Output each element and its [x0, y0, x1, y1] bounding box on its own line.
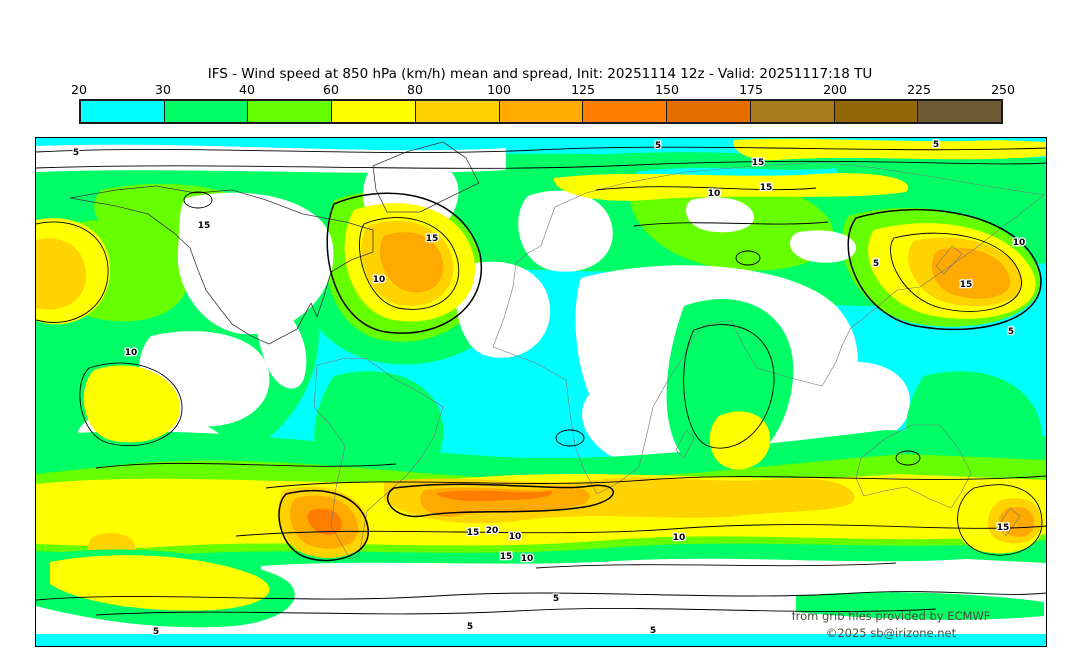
colorbar-tick: 200 [823, 82, 847, 97]
contour-label: 5 [73, 148, 79, 158]
colorbar-segment [749, 101, 834, 122]
contour-label: 20 [486, 526, 499, 536]
contour-label: 10 [521, 554, 534, 564]
contour-label: 10 [509, 532, 522, 542]
contour-label: 5 [933, 140, 939, 150]
colorbar-segment [247, 101, 332, 122]
world-wind-map: 5 5 5 15 10 15 10 15 10 15 5 10 15 5 15 20 10 15 10 10 15 5 5 5… [35, 137, 1047, 647]
colorbar-segment [917, 101, 1002, 122]
attribution-source: from grib files provided by ECMWF [791, 609, 991, 623]
colorbar-bar [79, 99, 1003, 124]
contour-labels: 5 5 5 15 10 15 10 15 10 15 5 10 15 5 15 20 10 15 10 10 15 5 5 5… [72, 139, 1027, 639]
colorbar-ticks: 20 30 40 60 80 100 125 150 175 200 225 250 [71, 82, 1015, 99]
contour-label: 15 [500, 552, 513, 562]
colorbar-segment [833, 101, 918, 122]
contour-label: 10 [125, 348, 138, 358]
contour-label: 5 [873, 259, 879, 269]
contour-label: 5 [467, 622, 473, 632]
attribution-copyright: ©2025 sb@irizone.net [825, 626, 957, 640]
contour-label: 15 [760, 183, 773, 193]
colorbar-tick: 100 [487, 82, 511, 97]
contour-label: 15 [198, 221, 211, 231]
contour-label: 10 [708, 189, 721, 199]
contour-label: 15 [960, 280, 973, 290]
colorbar-segment [666, 101, 750, 122]
colorbar-segment [81, 101, 164, 122]
contour-label: 15 [997, 523, 1010, 533]
page-title: IFS - Wind speed at 850 hPa (km/h) mean … [207, 66, 873, 82]
contour-label: 5 [650, 626, 656, 636]
contour-label: 15 [752, 158, 765, 168]
colorbar-tick: 150 [655, 82, 679, 97]
contour-label: 10 [673, 533, 686, 543]
contour-label: 5 [655, 141, 661, 151]
colorbar-tick: 60 [323, 82, 339, 97]
colorbar-segment [414, 101, 499, 122]
contour-label: 15 [467, 528, 480, 538]
contour-label: 5 [153, 627, 159, 637]
colorbar-tick: 225 [907, 82, 931, 97]
contour-label: 15 [426, 234, 439, 244]
colorbar-tick: 80 [407, 82, 423, 97]
colorbar-tick: 175 [739, 82, 763, 97]
contour-label: 10 [373, 275, 386, 285]
colorbar-tick: 30 [155, 82, 171, 97]
colorbar: 20 30 40 60 80 100 125 150 175 200 225 250 [71, 82, 1015, 124]
spread-contour-lines [36, 146, 1046, 616]
contour-label: 5 [1008, 327, 1014, 337]
contour-label: 5 [553, 594, 559, 604]
colorbar-tick: 125 [571, 82, 595, 97]
colorbar-segment [582, 101, 667, 122]
colorbar-segment [163, 101, 248, 122]
colorbar-tick: 20 [71, 82, 87, 97]
colorbar-segment [498, 101, 583, 122]
colorbar-segment [331, 101, 415, 122]
wind-field-svg: 5 5 5 15 10 15 10 15 10 15 5 10 15 5 15 20 10 15 10 10 15 5 5 5… [36, 138, 1046, 646]
wind-field [36, 138, 1046, 646]
colorbar-tick: 250 [991, 82, 1015, 97]
continent-outlines [69, 141, 1045, 560]
contour-label: 10 [1013, 238, 1026, 248]
colorbar-tick: 40 [239, 82, 255, 97]
